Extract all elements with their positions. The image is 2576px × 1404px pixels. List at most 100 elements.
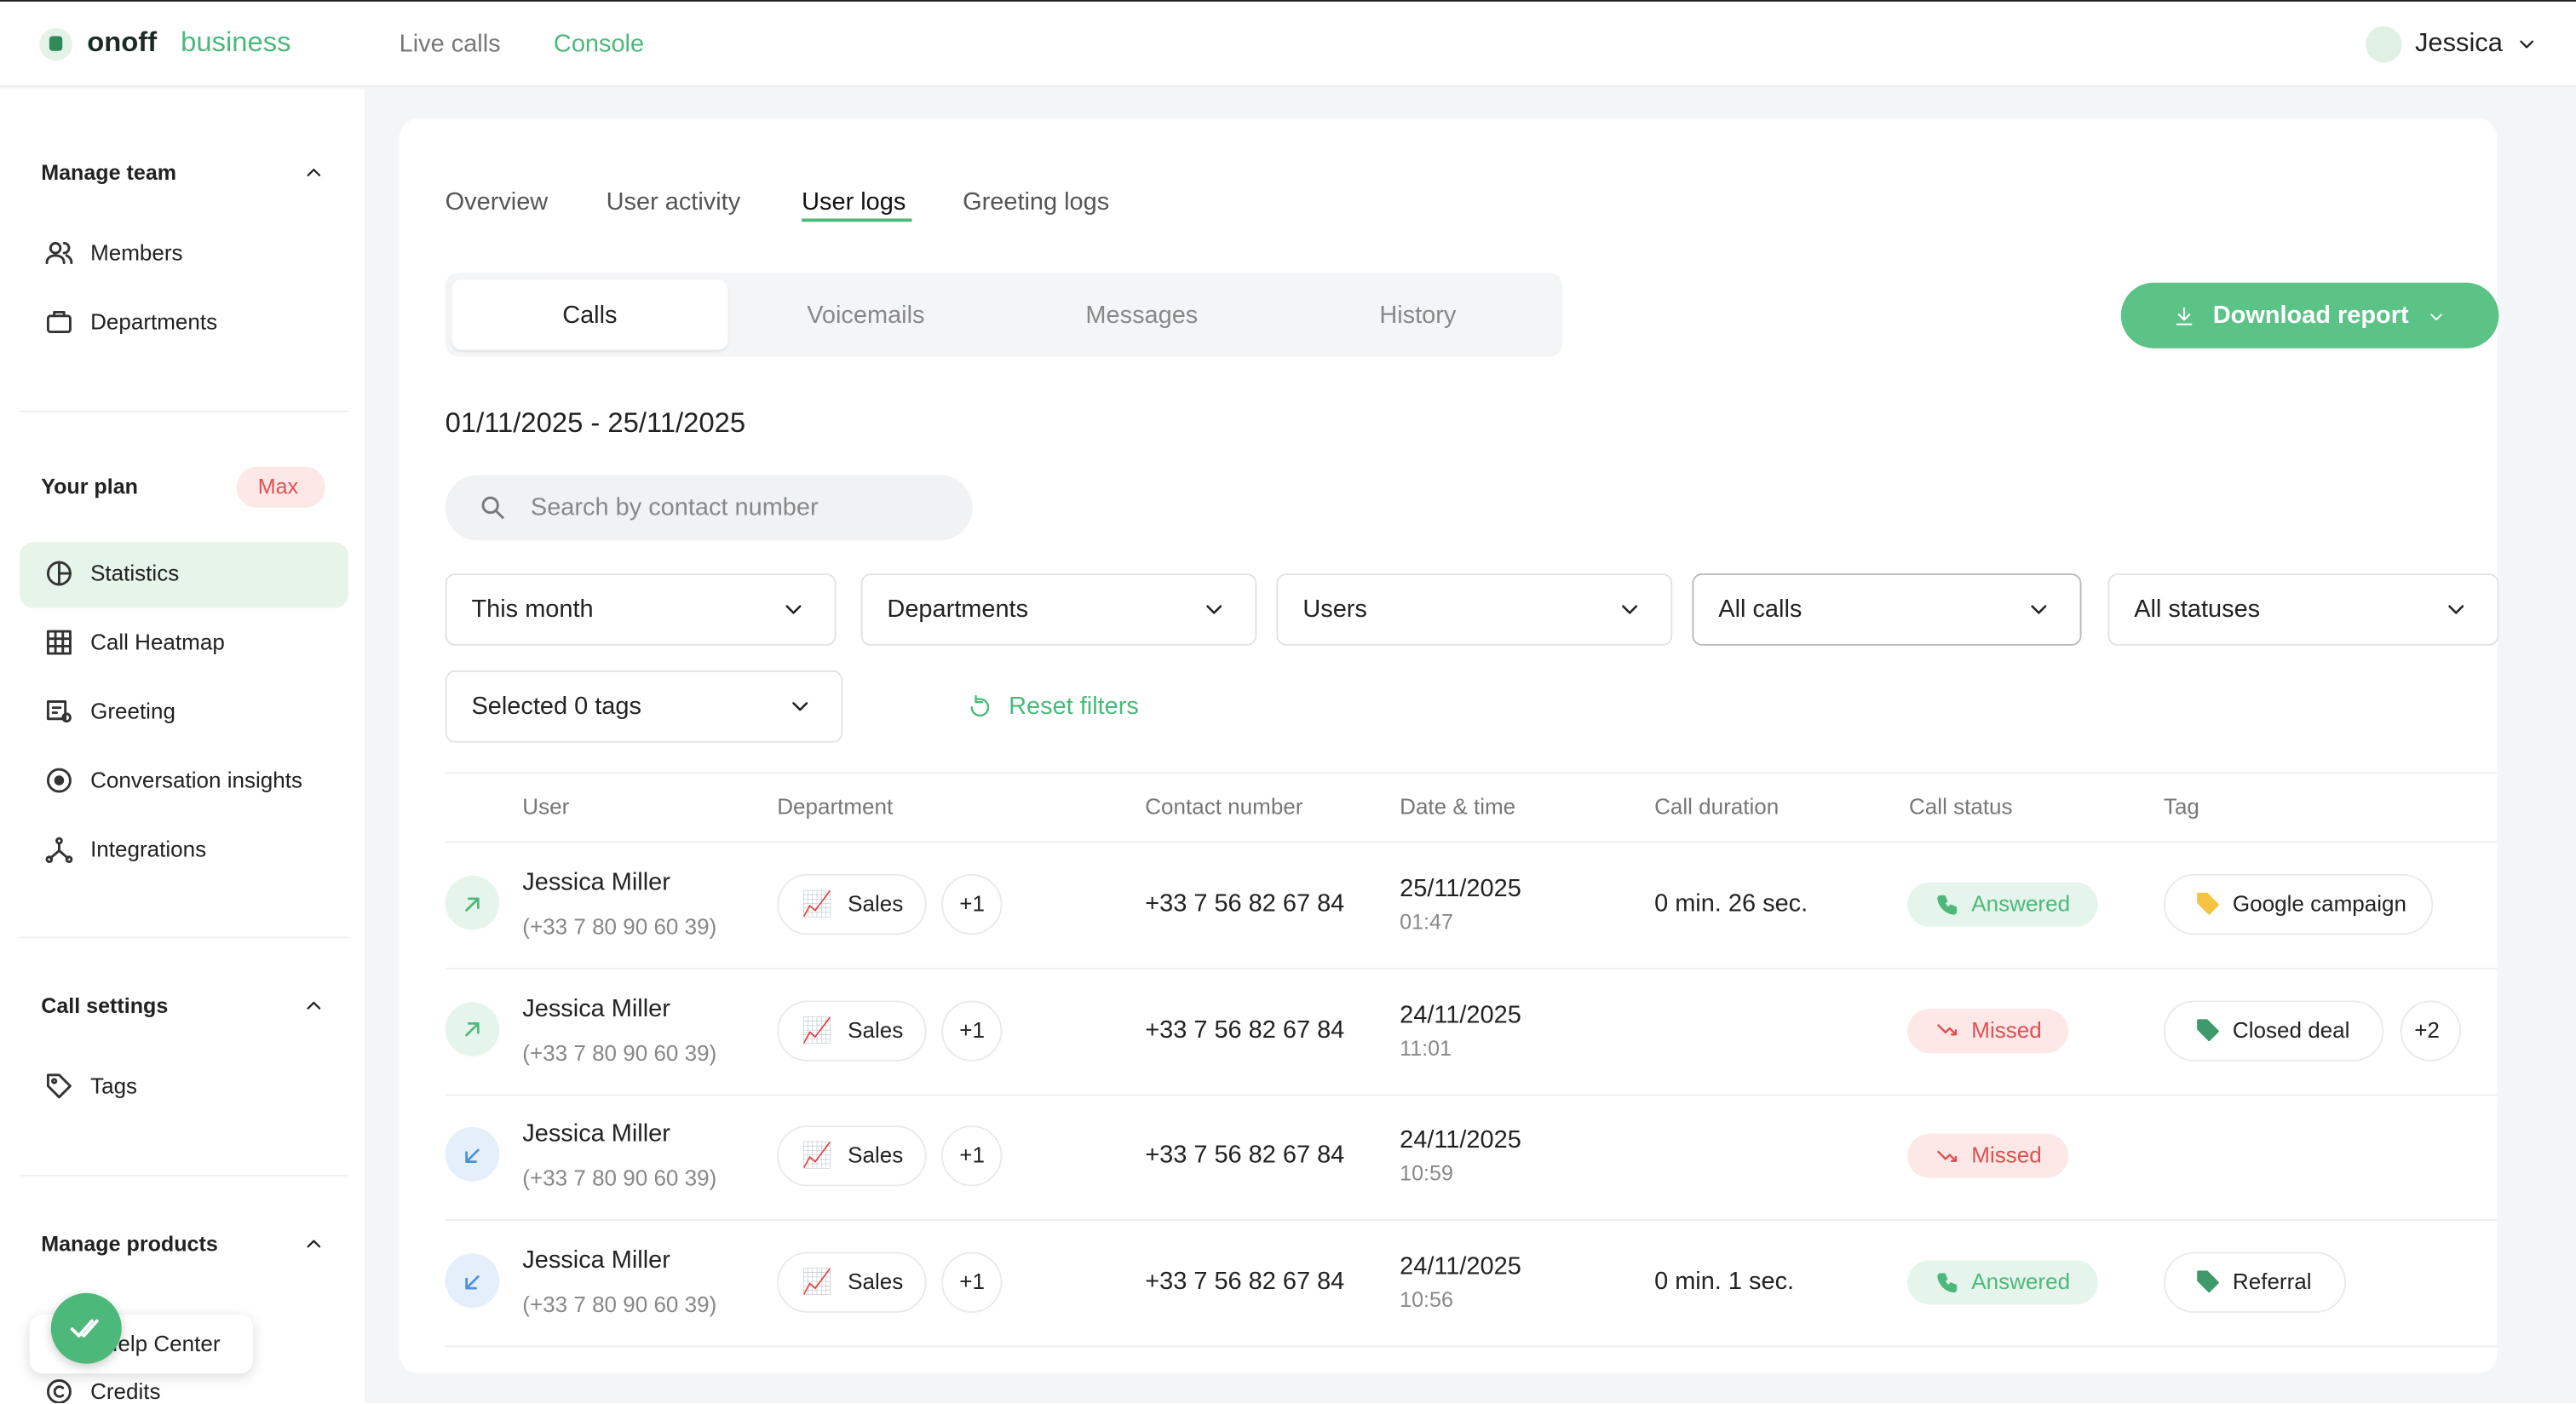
nav-live[interactable]: Live calls	[399, 30, 501, 59]
tag-text: Closed deal	[2232, 1017, 2350, 1043]
filter[interactable]	[445, 573, 837, 646]
date: 25/11/2025	[1400, 874, 1521, 903]
dept-chip	[777, 873, 927, 935]
filter-chevron	[1617, 596, 1643, 623]
sidebar-icon	[44, 835, 74, 865]
sidebar-item[interactable]: Integrations	[90, 837, 207, 862]
sidebar-item[interactable]: Greeting	[90, 699, 175, 724]
dept-name: Sales	[848, 1017, 904, 1043]
search[interactable]	[445, 475, 973, 541]
sidebar-icon	[44, 239, 74, 268]
tag-text: Google campaign	[2232, 891, 2407, 917]
sidebar-icon	[44, 1071, 74, 1101]
dept-more-chip	[941, 999, 1003, 1062]
status-icon	[1935, 1017, 1960, 1042]
status-text: Answered	[1971, 891, 2071, 917]
status-text: Missed	[1971, 1017, 2042, 1043]
time: 11:01	[1400, 1035, 1452, 1061]
time: 10:56	[1400, 1287, 1453, 1313]
subtab[interactable]: Calls	[562, 301, 618, 330]
sidebar-icon	[44, 766, 74, 796]
section-toggle	[302, 1232, 325, 1255]
sidebar-item[interactable]: Members	[90, 240, 183, 266]
date: 24/11/2025	[1400, 1000, 1521, 1029]
status-text: Missed	[1971, 1143, 2042, 1169]
plan-badge	[236, 466, 325, 508]
subtab[interactable]: History	[1379, 301, 1457, 330]
download-icon	[2173, 305, 2194, 326]
section-title: Your plan	[41, 474, 138, 499]
filter[interactable]	[2107, 573, 2499, 646]
filter[interactable]	[1276, 573, 1673, 646]
sidebar-item[interactable]: Call Heatmap	[90, 630, 225, 655]
nav-console[interactable]: Console	[553, 30, 645, 59]
column-header: User	[522, 794, 570, 820]
status-chip	[1907, 882, 2098, 927]
section-toggle	[302, 161, 325, 184]
contact: +33 7 56 82 67 84	[1145, 1016, 1345, 1044]
table-line	[445, 772, 2498, 774]
filter-text[interactable]: All calls	[1718, 596, 1803, 624]
reset-filters[interactable]: Reset filters	[1009, 692, 1139, 721]
sidebar	[0, 89, 365, 1403]
sidebar-icon	[44, 1377, 74, 1403]
filter[interactable]	[1692, 573, 2082, 646]
filter-text[interactable]: Departments	[887, 596, 1029, 624]
sidebar-item[interactable]: Statistics	[90, 561, 180, 586]
user-name: Jessica Miller	[522, 1246, 670, 1275]
filter-chevron	[780, 596, 807, 623]
dept-emoji: 📈	[802, 1142, 833, 1171]
direction-arrow	[458, 1268, 486, 1296]
filter-text[interactable]: Users	[1302, 596, 1367, 624]
dept-more-chip	[941, 1125, 1003, 1188]
filter-chevron	[2026, 596, 2052, 623]
dept-more-chip	[941, 1252, 1003, 1314]
brand-suffix: business	[181, 26, 291, 58]
help-text[interactable]: Help Center	[101, 1332, 221, 1357]
dept-emoji: 📈	[802, 1269, 833, 1297]
filter[interactable]	[445, 670, 843, 743]
user-name[interactable]: Jessica	[2414, 29, 2503, 58]
column-header: Department	[777, 794, 894, 820]
tab[interactable]: User logs	[802, 187, 906, 216]
top-border	[0, 0, 2576, 2]
sidebar-divider	[20, 936, 348, 939]
contact: +33 7 56 82 67 84	[1145, 1142, 1345, 1170]
tab[interactable]: Overview	[445, 187, 549, 216]
user-phone: (+33 7 80 90 60 39)	[522, 1166, 717, 1192]
duration: 0 min. 26 sec.	[1654, 889, 1808, 918]
tag-more: +2	[2414, 1017, 2440, 1043]
dept-name: Sales	[848, 1143, 904, 1169]
subtab[interactable]: Messages	[1085, 301, 1199, 330]
filter[interactable]	[860, 573, 1257, 646]
table-line	[445, 841, 2498, 843]
tab[interactable]: User activity	[606, 187, 741, 216]
column-header: Tag	[2163, 794, 2199, 820]
contact: +33 7 56 82 67 84	[1145, 889, 1345, 918]
filter-text[interactable]: This month	[471, 596, 594, 624]
subtab[interactable]: Voicemails	[807, 301, 925, 330]
status-text: Answered	[1971, 1269, 2071, 1294]
sidebar-icon	[44, 559, 74, 589]
sidebar-item[interactable]: Conversation insights	[90, 768, 303, 793]
tab[interactable]: Greeting logs	[963, 187, 1110, 216]
sidebar-item[interactable]: Credits	[90, 1379, 161, 1403]
tag-chip	[2163, 999, 2383, 1062]
row-line	[445, 1219, 2498, 1222]
filter-text[interactable]: Selected 0 tags	[471, 692, 641, 721]
dept-more: +1	[959, 891, 985, 917]
search-placeholder: Search by contact number	[530, 493, 819, 522]
subtab-active	[451, 279, 728, 350]
sidebar-item[interactable]: Tags	[90, 1073, 138, 1099]
tag-more-chip	[2399, 999, 2461, 1062]
time: 10:59	[1400, 1161, 1453, 1187]
dept-chip	[777, 1252, 927, 1314]
status-icon	[1935, 891, 1960, 916]
direction-arrow	[458, 1142, 486, 1170]
reset-icon	[968, 693, 992, 719]
download-text[interactable]: Download report	[2212, 301, 2409, 330]
sidebar-item[interactable]: Departments	[90, 309, 218, 335]
filter-text[interactable]: All statuses	[2134, 596, 2261, 624]
dept-name: Sales	[848, 891, 904, 917]
